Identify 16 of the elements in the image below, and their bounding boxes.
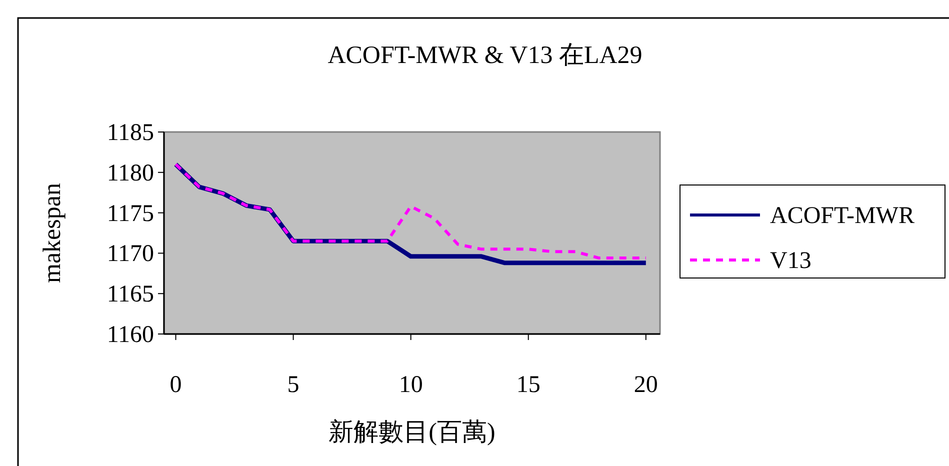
x-tick-label: 5: [287, 372, 300, 398]
chart-title: ACOFT-MWR & V13 在LA29: [328, 42, 642, 69]
x-tick-label: 10: [398, 372, 423, 398]
y-axis-title: makespan: [39, 182, 66, 283]
x-axis-title: 新解數目(百萬): [328, 418, 496, 446]
x-tick-label: 15: [516, 372, 540, 398]
y-tick-label: 1175: [106, 200, 154, 227]
legend-label: ACOFT-MWR: [770, 203, 914, 229]
x-tick-label: 20: [634, 372, 658, 398]
y-tick-label: 1160: [106, 322, 154, 348]
y-tick-label: 1185: [106, 120, 154, 146]
y-tick-label: 1165: [106, 282, 154, 308]
y-tick-label: 1170: [106, 241, 154, 268]
x-tick-label: 0: [170, 372, 182, 398]
legend-label: V13: [770, 248, 812, 274]
y-tick-label: 1180: [106, 160, 154, 186]
